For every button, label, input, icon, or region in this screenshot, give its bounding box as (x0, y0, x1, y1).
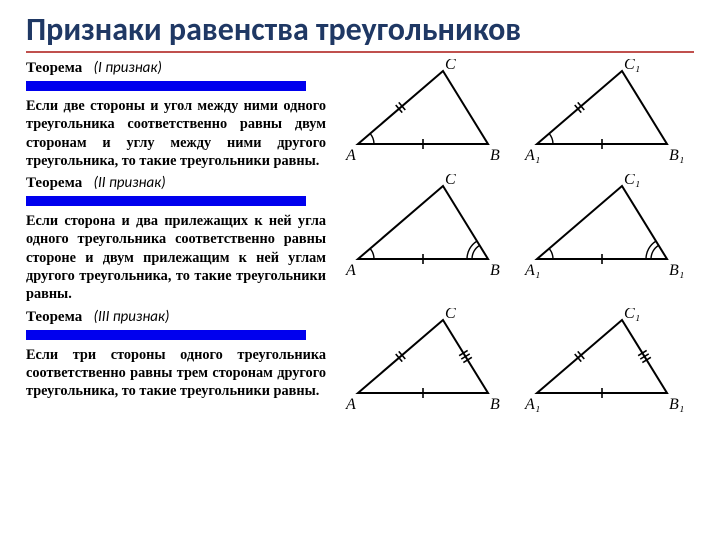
theorem-text: Теорема (II признак) Если сторона и два … (26, 174, 336, 303)
triangle-diagram: A₁ B₁ C₁ (522, 308, 687, 416)
theorem-suffix: (III признак) (93, 308, 169, 326)
svg-text:C: C (445, 174, 456, 188)
theorem-label: Теорема (26, 175, 82, 191)
triangle-diagram: A B C (343, 174, 508, 282)
theorem-label: Теорема (26, 309, 82, 325)
page: Признаки равенства треугольников Теорема… (0, 0, 720, 540)
divider-bar (26, 196, 306, 206)
theorem-block: Теорема (I признак) Если две стороны и у… (26, 59, 694, 170)
svg-text:A₁: A₁ (524, 147, 540, 164)
svg-text:B₁: B₁ (669, 262, 684, 279)
theorem-statement: Если три стороны одного треугольника соо… (26, 346, 326, 401)
svg-text:A₁: A₁ (524, 262, 540, 279)
theorem-heading: Теорема (III признак) (26, 308, 336, 326)
svg-text:C: C (445, 59, 456, 73)
svg-text:A: A (345, 147, 356, 164)
page-title: Признаки равенства треугольников (26, 10, 694, 53)
theorem-statement: Если две стороны и угол между ними одног… (26, 97, 326, 170)
triangle-diagram: A B C (343, 308, 508, 416)
triangle-diagram: A₁ B₁ C₁ (522, 59, 687, 167)
svg-text:C₁: C₁ (624, 308, 640, 322)
svg-text:B: B (490, 262, 500, 279)
svg-text:A: A (345, 262, 356, 279)
theorems-container: Теорема (I признак) Если две стороны и у… (26, 59, 694, 416)
theorem-heading: Теорема (II признак) (26, 174, 336, 192)
theorem-figures: A B C A₁ B₁ C₁ (336, 59, 694, 167)
theorem-text: Теорема (I признак) Если две стороны и у… (26, 59, 336, 170)
divider-bar (26, 81, 306, 91)
divider-bar (26, 330, 306, 340)
svg-text:B: B (490, 396, 500, 413)
theorem-block: Теорема (III признак) Если три стороны о… (26, 308, 694, 416)
svg-text:B₁: B₁ (669, 396, 684, 413)
theorem-block: Теорема (II признак) Если сторона и два … (26, 174, 694, 303)
svg-text:B: B (490, 147, 500, 164)
triangle-diagram: A B C (343, 59, 508, 167)
theorem-figures: A B C A₁ B₁ C₁ (336, 174, 694, 282)
svg-text:B₁: B₁ (669, 147, 684, 164)
theorem-suffix: (I признак) (93, 59, 161, 77)
theorem-suffix: (II признак) (93, 174, 165, 192)
theorem-statement: Если сторона и два прилежащих к ней угла… (26, 212, 326, 303)
svg-text:C₁: C₁ (624, 59, 640, 73)
theorem-label: Теорема (26, 60, 82, 76)
triangle-diagram: A₁ B₁ C₁ (522, 174, 687, 282)
theorem-heading: Теорема (I признак) (26, 59, 336, 77)
svg-text:C₁: C₁ (624, 174, 640, 188)
theorem-text: Теорема (III признак) Если три стороны о… (26, 308, 336, 401)
svg-text:A₁: A₁ (524, 396, 540, 413)
svg-text:A: A (345, 396, 356, 413)
theorem-figures: A B C A₁ B₁ C₁ (336, 308, 694, 416)
svg-text:C: C (445, 308, 456, 322)
